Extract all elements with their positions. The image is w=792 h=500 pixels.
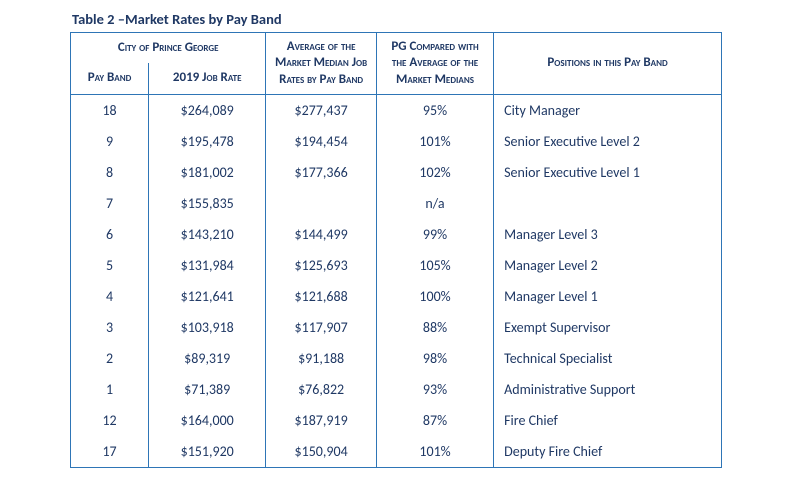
cell-pg-compared: n/a (376, 188, 493, 219)
table-row: 2$89,319$91,18898%Technical Specialist (71, 343, 722, 374)
cell-positions: Fire Chief (494, 405, 722, 436)
cell-positions: City Manager (494, 94, 722, 126)
cell-avg-market: $76,822 (266, 374, 377, 405)
cell-job-rate: $89,319 (149, 343, 266, 374)
cell-avg-market: $194,454 (266, 126, 377, 157)
market-rates-table: City of Prince George Average of the Mar… (70, 32, 722, 468)
cell-positions: Administrative Support (494, 374, 722, 405)
cell-pay-band: 1 (71, 374, 149, 405)
cell-avg-market: $277,437 (266, 94, 377, 126)
cell-positions: Technical Specialist (494, 343, 722, 374)
cell-pg-compared: 95% (376, 94, 493, 126)
cell-avg-market: $91,188 (266, 343, 377, 374)
table-body: 18$264,089$277,43795%City Manager9$195,4… (71, 94, 722, 467)
cell-job-rate: $71,389 (149, 374, 266, 405)
cell-pay-band: 2 (71, 343, 149, 374)
table-row: 17$151,920$150,904101%Deputy Fire Chief (71, 436, 722, 468)
cell-positions: Manager Level 1 (494, 281, 722, 312)
cell-job-rate: $151,920 (149, 436, 266, 468)
cell-positions: Exempt Supervisor (494, 312, 722, 343)
cell-job-rate: $155,835 (149, 188, 266, 219)
header-positions: Positions in this Pay Band (494, 33, 722, 95)
cell-avg-market: $125,693 (266, 250, 377, 281)
cell-job-rate: $103,918 (149, 312, 266, 343)
table-row: 8$181,002$177,366102%Senior Executive Le… (71, 157, 722, 188)
cell-pg-compared: 98% (376, 343, 493, 374)
table-row: 3$103,918$117,90788%Exempt Supervisor (71, 312, 722, 343)
cell-job-rate: $131,984 (149, 250, 266, 281)
cell-pay-band: 7 (71, 188, 149, 219)
header-job-rate: 2019 Job Rate (149, 63, 266, 94)
cell-pg-compared: 99% (376, 219, 493, 250)
cell-avg-market: $117,907 (266, 312, 377, 343)
cell-job-rate: $195,478 (149, 126, 266, 157)
cell-pay-band: 3 (71, 312, 149, 343)
cell-pg-compared: 101% (376, 126, 493, 157)
cell-pay-band: 12 (71, 405, 149, 436)
header-avg-market: Average of the Market Median Job Rates b… (266, 33, 377, 95)
cell-pg-compared: 102% (376, 157, 493, 188)
cell-pay-band: 4 (71, 281, 149, 312)
cell-avg-market: $150,904 (266, 436, 377, 468)
cell-positions: Deputy Fire Chief (494, 436, 722, 468)
table-row: 4$121,641$121,688100%Manager Level 1 (71, 281, 722, 312)
cell-positions (494, 188, 722, 219)
cell-pay-band: 6 (71, 219, 149, 250)
cell-pg-compared: 100% (376, 281, 493, 312)
header-pay-band: Pay Band (71, 63, 149, 94)
table-row: 9$195,478$194,454101%Senior Executive Le… (71, 126, 722, 157)
table-row: 7$155,835 n/a (71, 188, 722, 219)
cell-pg-compared: 101% (376, 436, 493, 468)
header-group-city: City of Prince George (71, 33, 266, 64)
cell-pg-compared: 87% (376, 405, 493, 436)
cell-job-rate: $264,089 (149, 94, 266, 126)
header-pg-compared: PG Compared with the Average of the Mark… (376, 33, 493, 95)
table-title: Table 2 –Market Rates by Pay Band (72, 10, 722, 28)
cell-pay-band: 8 (71, 157, 149, 188)
cell-pg-compared: 88% (376, 312, 493, 343)
cell-pay-band: 18 (71, 94, 149, 126)
table-row: 12$164,000$187,91987%Fire Chief (71, 405, 722, 436)
cell-pay-band: 9 (71, 126, 149, 157)
table-row: 1$71,389$76,82293%Administrative Support (71, 374, 722, 405)
cell-avg-market (266, 188, 377, 219)
cell-avg-market: $121,688 (266, 281, 377, 312)
cell-positions: Manager Level 3 (494, 219, 722, 250)
cell-pg-compared: 93% (376, 374, 493, 405)
table-row: 18$264,089$277,43795%City Manager (71, 94, 722, 126)
page: Table 2 –Market Rates by Pay Band City o… (0, 0, 792, 498)
cell-job-rate: $164,000 (149, 405, 266, 436)
cell-avg-market: $144,499 (266, 219, 377, 250)
cell-pay-band: 5 (71, 250, 149, 281)
cell-pg-compared: 105% (376, 250, 493, 281)
table-row: 5$131,984$125,693105%Manager Level 2 (71, 250, 722, 281)
cell-pay-band: 17 (71, 436, 149, 468)
cell-job-rate: $181,002 (149, 157, 266, 188)
cell-positions: Manager Level 2 (494, 250, 722, 281)
table-header: City of Prince George Average of the Mar… (71, 33, 722, 95)
cell-positions: Senior Executive Level 1 (494, 157, 722, 188)
table-row: 6$143,210$144,49999%Manager Level 3 (71, 219, 722, 250)
cell-avg-market: $187,919 (266, 405, 377, 436)
cell-positions: Senior Executive Level 2 (494, 126, 722, 157)
cell-job-rate: $121,641 (149, 281, 266, 312)
cell-avg-market: $177,366 (266, 157, 377, 188)
cell-job-rate: $143,210 (149, 219, 266, 250)
